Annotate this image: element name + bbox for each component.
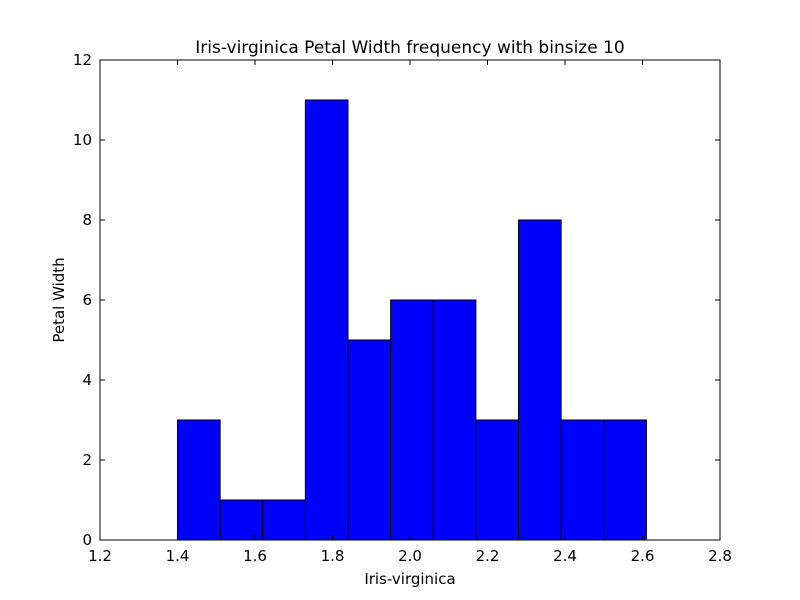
- x-tick-label: 2.2: [476, 547, 500, 565]
- x-tick-label: 2.0: [398, 547, 422, 565]
- histogram-bar-9: [518, 219, 562, 541]
- y-tick-label: 4: [82, 371, 92, 389]
- x-tick-label: 1.8: [321, 547, 345, 565]
- plot-frame: [99, 59, 721, 541]
- y-tick-label: 6: [82, 291, 92, 309]
- histogram-bar-11: [603, 419, 647, 541]
- x-tick-label: 2.6: [631, 547, 655, 565]
- histogram-bar-3: [262, 499, 306, 541]
- x-tick-label: 1.4: [166, 547, 190, 565]
- histogram-bar-7: [432, 299, 477, 541]
- histogram-bar-10: [560, 419, 605, 541]
- histogram-bar-6: [390, 299, 434, 541]
- histogram-bar-2: [219, 499, 264, 541]
- histogram-bar-1: [177, 419, 221, 541]
- y-tick-label: 2: [82, 451, 92, 469]
- bars-group: [177, 99, 647, 541]
- y-tick-label: 8: [82, 211, 92, 229]
- x-tick-label: 2.4: [553, 547, 577, 565]
- x-tick-label: 1.2: [88, 547, 112, 565]
- x-axis-label: Iris-virginica: [364, 570, 455, 588]
- histogram-bar-8: [475, 419, 519, 541]
- chart-title: Iris-virginica Petal Width frequency wit…: [195, 38, 624, 58]
- y-tick-label: 12: [73, 51, 92, 69]
- histogram-bar-4: [304, 99, 349, 541]
- histogram-bar-5: [347, 339, 392, 541]
- y-tick-label: 10: [73, 131, 92, 149]
- x-tick-label: 1.6: [243, 547, 267, 565]
- y-tick-label: 0: [82, 531, 92, 549]
- y-axis-label: Petal Width: [50, 257, 68, 342]
- ticks-group: 1.2 1.4 1.6 1.8 2.0 2.2 2.4 2.6 2.8 0 2 4 6 8 10 12: [73, 51, 732, 565]
- x-tick-label: 2.8: [708, 547, 732, 565]
